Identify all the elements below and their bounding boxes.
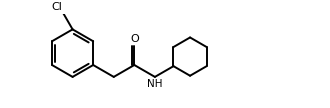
Text: O: O: [130, 34, 139, 44]
Text: NH: NH: [148, 79, 163, 89]
Text: Cl: Cl: [51, 2, 62, 12]
